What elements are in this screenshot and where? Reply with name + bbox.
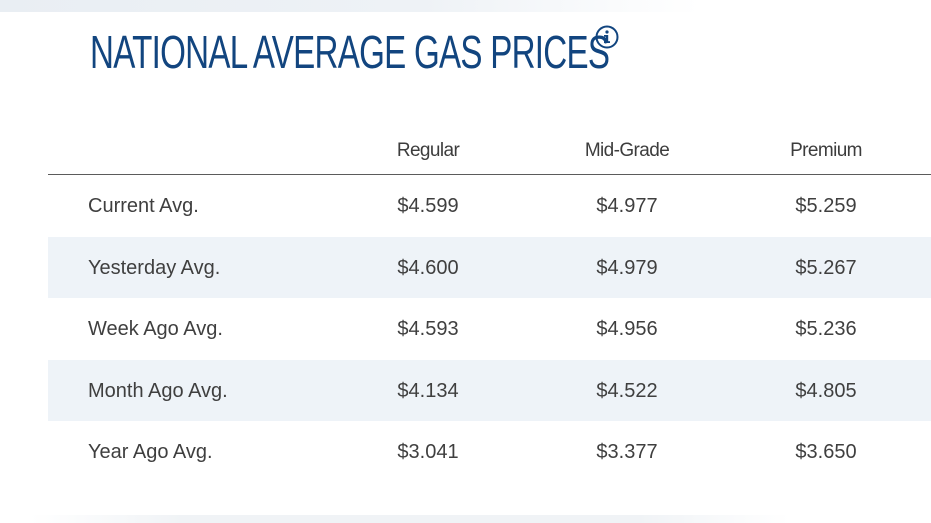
premium-price: $3.650 bbox=[795, 441, 857, 463]
regular-price: $4.599 bbox=[397, 195, 459, 217]
title-area: NATIONAL AVERAGE GAS PRICES bbox=[90, 25, 811, 78]
table-row-month-ago: Month Ago Avg. $4.134 $4.522 $4.805 bbox=[48, 359, 931, 421]
row-label: Week Ago Avg. bbox=[88, 318, 223, 340]
table-row-year-ago: Year Ago Avg. $3.041 $3.377 $3.650 bbox=[48, 421, 931, 483]
column-header-regular: Regular bbox=[396, 140, 460, 161]
table-row-week-ago: Week Ago Avg. $4.593 $4.956 $5.236 bbox=[48, 298, 931, 360]
bottom-shade bbox=[30, 515, 790, 523]
regular-price: $4.600 bbox=[397, 256, 459, 279]
premium-price: $5.267 bbox=[795, 256, 857, 279]
mid-grade-price: $4.522 bbox=[596, 379, 658, 402]
premium-price: $5.259 bbox=[795, 195, 857, 217]
regular-price: $4.593 bbox=[397, 318, 459, 340]
table-row-current: Current Avg. $4.599 $4.977 $5.259 bbox=[48, 175, 931, 237]
mid-grade-price: $4.977 bbox=[596, 195, 658, 217]
gas-prices-table: Regular Mid-Grade Premium Current Avg. $… bbox=[48, 122, 931, 483]
premium-price: $5.236 bbox=[795, 318, 857, 340]
mid-grade-price: $4.979 bbox=[596, 256, 658, 279]
row-label: Current Avg. bbox=[88, 195, 199, 217]
row-label: Year Ago Avg. bbox=[88, 441, 213, 463]
regular-price: $3.041 bbox=[397, 441, 459, 463]
row-label: Yesterday Avg. bbox=[88, 256, 221, 279]
column-header-mid-grade: Mid-Grade bbox=[584, 140, 670, 161]
regular-price: $4.134 bbox=[397, 379, 459, 402]
mid-grade-price: $4.956 bbox=[596, 318, 658, 340]
info-icon[interactable] bbox=[595, 25, 619, 49]
mid-grade-price: $3.377 bbox=[596, 441, 658, 463]
premium-price: $4.805 bbox=[795, 379, 857, 402]
column-header-premium: Premium bbox=[790, 140, 862, 161]
table-header: Regular Mid-Grade Premium bbox=[48, 122, 931, 175]
row-label: Month Ago Avg. bbox=[88, 379, 228, 402]
top-shade bbox=[0, 0, 700, 12]
table-row-yesterday: Yesterday Avg. $4.600 $4.979 $5.267 bbox=[48, 236, 931, 298]
page-title: NATIONAL AVERAGE GAS PRICES bbox=[90, 26, 610, 78]
